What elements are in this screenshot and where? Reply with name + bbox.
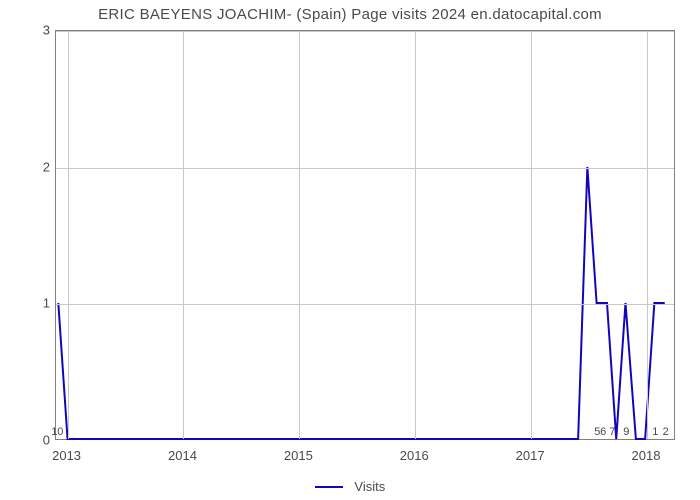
point-label: 10 [51, 426, 63, 438]
y-tick-label: 0 [30, 433, 50, 448]
grid-line-v [531, 31, 532, 439]
grid-line-h [56, 31, 674, 32]
grid-line-h [56, 168, 674, 169]
y-tick-label: 3 [30, 23, 50, 38]
grid-line-v [647, 31, 648, 439]
point-label: 2 [663, 426, 669, 438]
x-tick-label: 2013 [52, 448, 81, 463]
grid-line-v [299, 31, 300, 439]
x-tick-label: 2016 [400, 448, 429, 463]
legend: Visits [0, 478, 700, 494]
series-line [56, 31, 674, 439]
point-label: 1 [652, 426, 658, 438]
point-label: 6 7 [600, 426, 615, 438]
chart-title: ERIC BAEYENS JOACHIM- (Spain) Page visit… [0, 6, 700, 23]
x-tick-label: 2014 [168, 448, 197, 463]
x-tick-label: 2017 [516, 448, 545, 463]
grid-line-v [415, 31, 416, 439]
y-tick-label: 2 [30, 159, 50, 174]
chart-container: ERIC BAEYENS JOACHIM- (Spain) Page visit… [0, 0, 700, 500]
legend-swatch [315, 486, 343, 488]
grid-line-v [68, 31, 69, 439]
plot-area [55, 30, 675, 440]
grid-line-v [183, 31, 184, 439]
y-tick-label: 1 [30, 296, 50, 311]
x-tick-label: 2018 [632, 448, 661, 463]
x-tick-label: 2015 [284, 448, 313, 463]
grid-line-h [56, 304, 674, 305]
legend-label: Visits [354, 479, 385, 494]
point-label: 9 [623, 426, 629, 438]
